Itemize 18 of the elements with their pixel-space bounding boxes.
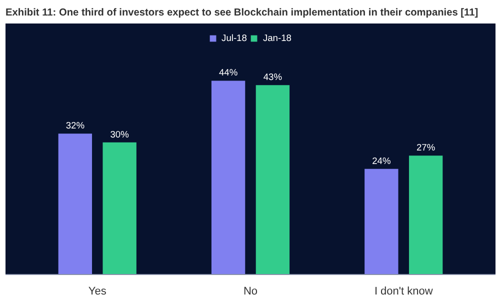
x-tick-label: No	[243, 286, 258, 298]
chart-title: Exhibit 11: One third of investors expect to see Blockchain implementation in their companies [11]	[6, 8, 478, 18]
data-label: 27%	[416, 142, 436, 153]
data-label: 30%	[110, 129, 129, 140]
legend-label: Jan-18	[262, 33, 292, 43]
data-label: 24%	[372, 156, 391, 166]
bar	[211, 80, 246, 274]
x-tick-label: I don't know	[374, 286, 433, 298]
bar	[364, 168, 398, 274]
bar	[256, 85, 290, 274]
data-label: 43%	[263, 72, 282, 82]
bar	[102, 142, 136, 274]
bar	[408, 156, 443, 274]
data-label: 32%	[66, 120, 85, 131]
legend-label: Jul-18	[222, 33, 247, 43]
bar	[58, 134, 92, 274]
x-tick-label: Yes	[88, 286, 107, 298]
data-label: 44%	[218, 68, 238, 78]
